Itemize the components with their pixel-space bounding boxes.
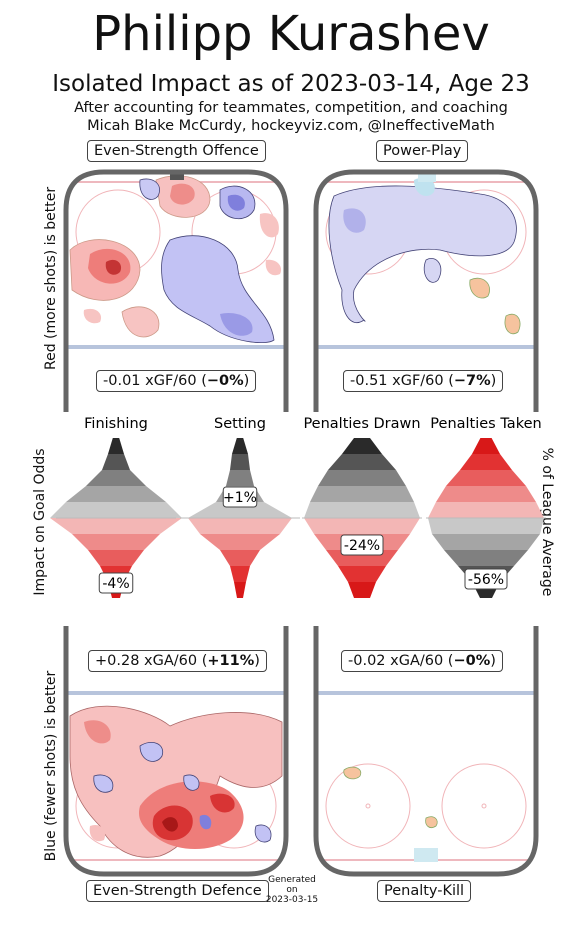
violin-band	[348, 582, 376, 598]
violin-penalties-drawn: -24%	[302, 438, 422, 598]
power-play-rink	[313, 169, 539, 412]
violin-band	[86, 470, 146, 486]
es-offence-label: Even-Strength Offence	[87, 140, 266, 162]
goal-odds-violin-chart: -4% Finishing +1% Setting -24% Penalties Draw…	[50, 416, 546, 598]
penalty-kill-rink	[313, 626, 539, 877]
violin-band	[460, 454, 512, 470]
violin-band	[304, 518, 420, 534]
violin-band	[188, 502, 292, 518]
penalty-kill-stat: -0.02 xGA/60 (−0%)	[341, 650, 503, 672]
violin-band	[432, 534, 540, 550]
violin-setting: +1%	[180, 438, 300, 598]
violin-band	[304, 502, 420, 518]
value-label: -56%	[468, 572, 504, 588]
power-play-label: Power-Play	[376, 140, 469, 162]
value-label-box	[340, 534, 384, 556]
chart-subtitle: Isolated Impact as of 2023-03-14, Age 23	[52, 71, 530, 97]
violin-band	[342, 438, 382, 454]
violin-band	[66, 486, 166, 502]
violin-band	[428, 518, 544, 534]
author-credit: Micah Blake McCurdy, hockeyviz.com, @Ine…	[87, 118, 495, 134]
violin-band	[472, 438, 500, 454]
generated-note: Generated on 2023-03-15	[262, 875, 322, 905]
es-offence-stat: -0.01 xGF/60 (−0%)	[96, 370, 257, 392]
violin-band	[318, 470, 406, 486]
generated-date: 2023-03-15	[265, 895, 319, 905]
generated-line2: on	[286, 885, 298, 895]
violin-band	[102, 454, 130, 470]
category-label: Finishing	[84, 416, 148, 432]
violin-penalties-taken: -56%	[426, 438, 546, 598]
es-offence-rink	[63, 169, 289, 412]
offence-axis-label: Red (more shots) is better	[43, 186, 59, 370]
category-label: Penalties Drawn	[303, 416, 420, 432]
power-play-stat: -0.51 xGF/60 (−7%)	[343, 370, 504, 392]
violin-band	[436, 486, 536, 502]
violin-band	[234, 582, 246, 598]
value-label-box	[222, 486, 258, 508]
category-label: Setting	[214, 416, 266, 432]
value-label: -24%	[344, 538, 380, 554]
es-defence-label: Even-Strength Defence	[86, 880, 269, 902]
violin-band	[50, 518, 182, 534]
violin-band	[220, 550, 260, 566]
violin-band	[108, 438, 124, 454]
violin-band	[446, 470, 526, 486]
violin-band	[444, 550, 528, 566]
method-note: After accounting for teammates, competit…	[74, 100, 508, 116]
violin-band	[428, 502, 544, 518]
value-label-box	[464, 568, 508, 590]
es-defence-stat: +0.28 xGA/60 (+11%)	[88, 650, 267, 672]
violin-band	[72, 534, 160, 550]
violin-band	[338, 566, 386, 582]
penalty-kill-label: Penalty-Kill	[377, 880, 472, 902]
category-label: Penalties Taken	[430, 416, 541, 432]
value-label: +1%	[223, 490, 257, 506]
violin-band	[226, 470, 254, 486]
violin-band	[230, 566, 250, 582]
violin-band	[232, 438, 248, 454]
generated-line1: Generated	[268, 875, 316, 885]
player-name-title: Philipp Kurashev	[92, 6, 490, 62]
defence-axis-label: Blue (fewer shots) is better	[43, 670, 59, 862]
violin-band	[200, 534, 280, 550]
violin-band	[88, 550, 144, 566]
value-label: -4%	[102, 576, 129, 592]
es-defence-rink	[63, 626, 289, 877]
value-label-box	[98, 572, 134, 594]
violin-band	[50, 502, 182, 518]
violin-band	[328, 454, 396, 470]
violin-band	[230, 454, 250, 470]
violin-band	[188, 518, 292, 534]
violin-band	[310, 486, 414, 502]
violin-finishing: -4%	[50, 438, 182, 598]
